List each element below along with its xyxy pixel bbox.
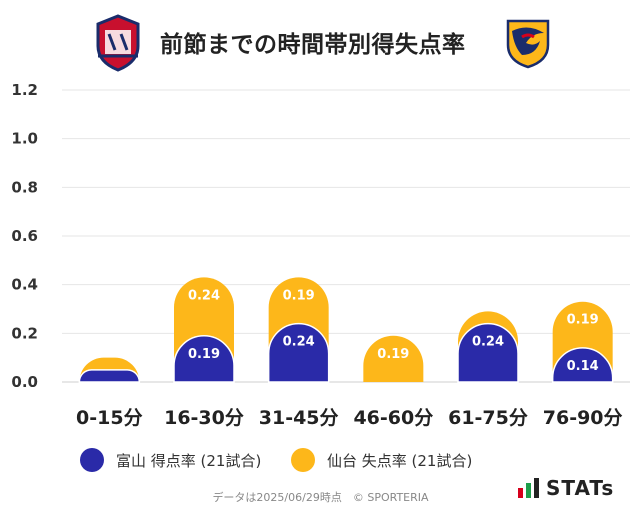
x-tick-label: 31-45分	[259, 407, 339, 429]
data-label-sendai: 0.19	[567, 313, 599, 328]
legend-swatch-toyama	[80, 448, 104, 472]
data-label-sendai: 0.19	[283, 288, 315, 303]
data-label-toyama: 0.24	[472, 335, 504, 350]
stats-logo: STATs	[518, 476, 614, 500]
data-source-note: データは2025/06/29時点 © SPORTERIA	[212, 491, 429, 504]
time-band-bar-chart: 0.0 0.2 0.4 0.6 0.8 1.0 1.2 0.19 0.24 0.24 0.19 0.…	[11, 81, 630, 429]
legend-item-sendai: 仙台 失点率 (21試合)	[291, 448, 472, 472]
chart-title: 前節までの時間帯別得失点率	[160, 32, 466, 58]
y-tick-label: 0.2	[11, 324, 38, 342]
y-tick-label: 0.0	[11, 373, 38, 391]
x-tick-label: 76-90分	[543, 407, 623, 429]
y-tick-label: 1.2	[11, 81, 38, 99]
data-label-toyama: 0.19	[188, 347, 220, 362]
x-tick-label: 61-75分	[448, 407, 528, 429]
bar-toyama-scored	[173, 335, 235, 383]
bar-toyama-scored	[78, 369, 141, 383]
x-tick-label: 0-15分	[76, 407, 143, 429]
y-tick-label: 0.6	[11, 227, 38, 245]
toyama-crest-icon	[96, 14, 140, 72]
bar-toyama-scored	[267, 322, 330, 383]
data-label-sendai: 0.24	[188, 288, 220, 303]
data-label-toyama: 0.24	[283, 335, 315, 350]
stats-brand-text: STATs	[546, 476, 615, 500]
chart-header: 前節までの時間帯別得失点率	[0, 0, 641, 80]
y-tick-label: 1.0	[11, 130, 38, 148]
bar-toyama-scored	[457, 322, 519, 383]
bar-sendai-conceded	[363, 335, 424, 382]
chart-legend: 富山 得点率 (21試合) 仙台 失点率 (21試合)	[80, 448, 640, 476]
data-label-sendai: 0.19	[377, 347, 409, 362]
stats-bars-icon	[518, 478, 539, 498]
bar-toyama-scored	[551, 347, 614, 383]
y-tick-label: 0.4	[11, 276, 38, 294]
legend-label-sendai: 仙台 失点率 (21試合)	[327, 451, 473, 470]
legend-label-toyama: 富山 得点率 (21試合)	[116, 451, 262, 470]
x-tick-label: 46-60分	[353, 407, 433, 429]
legend-swatch-sendai	[291, 448, 315, 472]
x-tick-label: 16-30分	[164, 407, 244, 429]
sendai-crest-icon	[506, 19, 550, 69]
data-label-toyama: 0.14	[567, 359, 599, 374]
legend-item-toyama: 富山 得点率 (21試合)	[80, 448, 261, 472]
y-tick-label: 0.8	[11, 178, 38, 196]
